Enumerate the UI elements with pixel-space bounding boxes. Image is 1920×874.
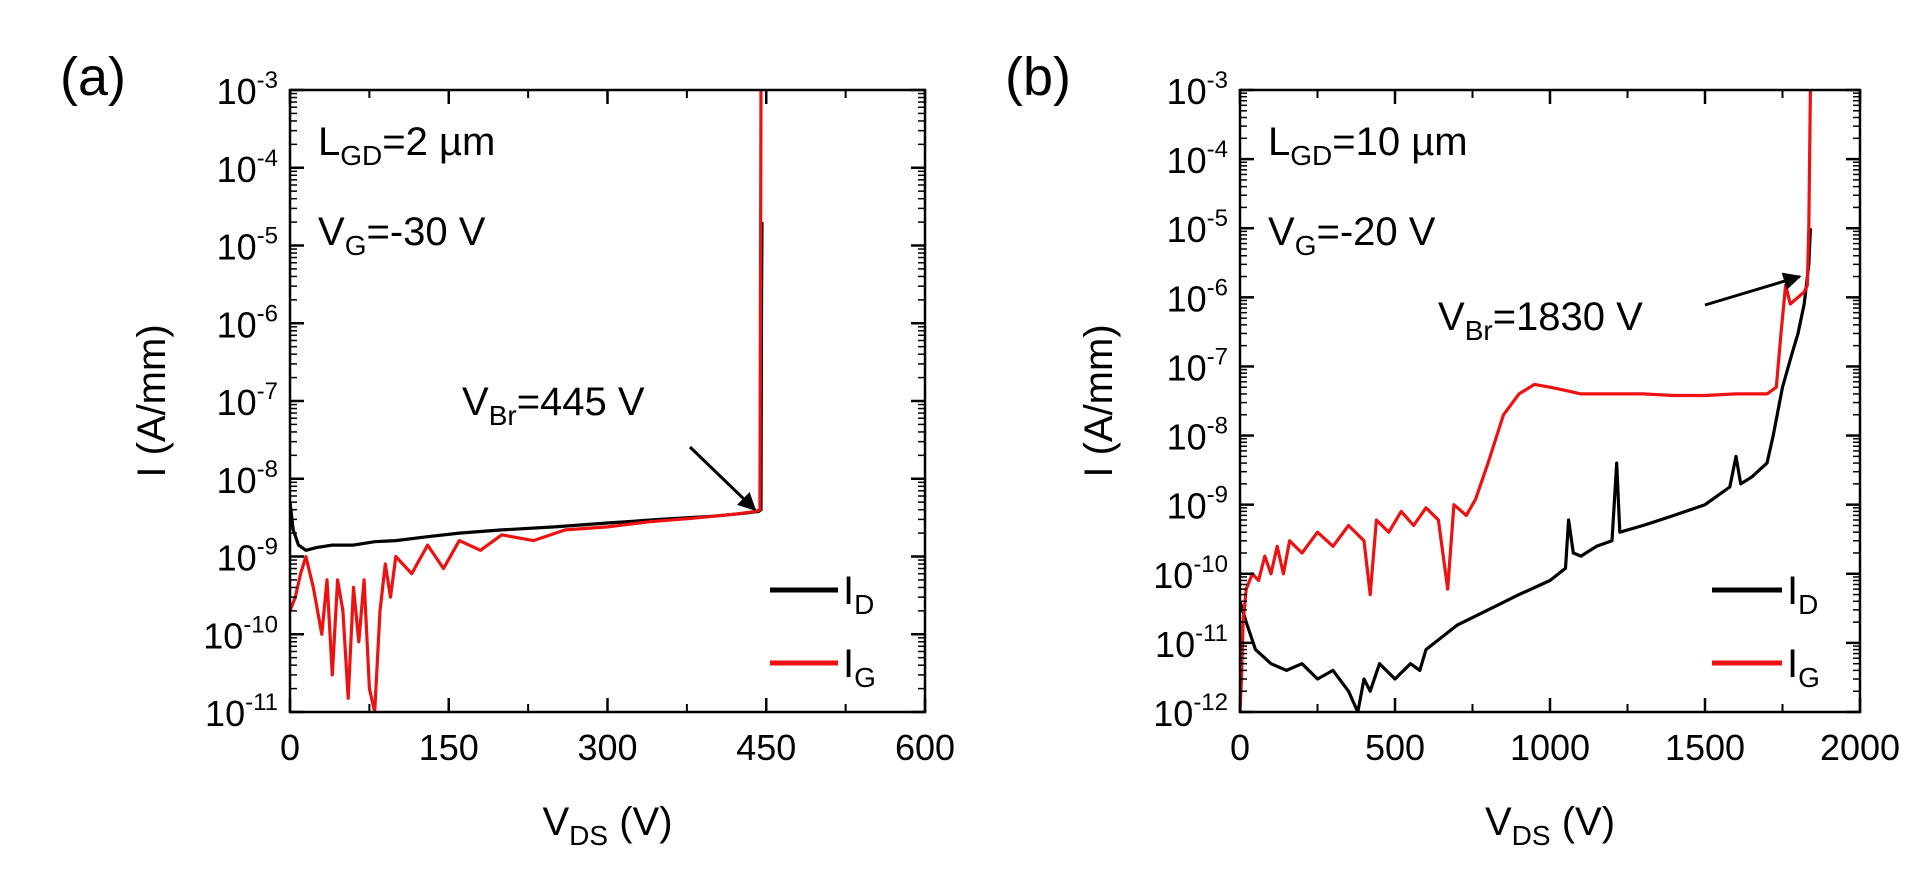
y-tick-label: 10-11 bbox=[1155, 620, 1228, 665]
y-tick-label: 10-7 bbox=[1167, 343, 1228, 388]
legend-label-ig: IG bbox=[1787, 642, 1820, 693]
x-tick-label: 600 bbox=[895, 727, 955, 768]
y-tick-label: 10-11 bbox=[205, 689, 278, 734]
panel-label: (b) bbox=[1005, 47, 1071, 107]
legend-label-id: ID bbox=[843, 569, 874, 620]
x-tick-label: 500 bbox=[1365, 727, 1425, 768]
y-tick-label: 10-6 bbox=[217, 300, 278, 345]
x-tick-label: 450 bbox=[736, 727, 796, 768]
annotation-vbr: VBr=445 V bbox=[462, 380, 645, 431]
legend-label-id: ID bbox=[1787, 569, 1818, 620]
annotation-lgd: LGD=2 µm bbox=[318, 120, 495, 171]
y-tick-label: 10-3 bbox=[217, 67, 278, 112]
x-tick-label: 150 bbox=[419, 727, 479, 768]
y-tick-label: 10-7 bbox=[217, 378, 278, 423]
x-tick-label: 1000 bbox=[1510, 727, 1590, 768]
y-tick-label: 10-10 bbox=[203, 611, 278, 656]
y-tick-label: 10-8 bbox=[1167, 413, 1228, 458]
legend-label-ig: IG bbox=[843, 642, 876, 693]
x-axis-title: VDS (V) bbox=[1485, 800, 1615, 851]
series-line-ig bbox=[290, 90, 763, 712]
chart-panel-a: (a) 0 150 300 450 600 10-11 10-10 10-9 10-8 10-7 10… bbox=[60, 47, 955, 851]
y-axis-title: I (A/mm) bbox=[130, 324, 174, 477]
annotation-vg: VG=-20 V bbox=[1268, 210, 1436, 261]
series-line-ig bbox=[1240, 90, 1812, 712]
series-line-id bbox=[1240, 228, 1812, 712]
legend: ID IG bbox=[770, 569, 876, 693]
y-axis-title: I (A/mm) bbox=[1077, 324, 1121, 477]
x-tick-label: 1500 bbox=[1665, 727, 1745, 768]
annotation-vbr: VBr=1830 V bbox=[1438, 295, 1643, 346]
breakdown-arrow bbox=[1704, 272, 1802, 307]
y-tick-label: 10-10 bbox=[1153, 551, 1228, 596]
legend: ID IG bbox=[1712, 569, 1820, 693]
annotation-vg: VG=-30 V bbox=[318, 210, 486, 261]
x-tick-label: 0 bbox=[280, 727, 300, 768]
annotation-lgd: LGD=10 µm bbox=[1268, 120, 1468, 171]
breakdown-arrow bbox=[688, 445, 757, 511]
y-tick-label: 10-8 bbox=[217, 456, 278, 501]
x-tick-label: 2000 bbox=[1820, 727, 1900, 768]
panel-label: (a) bbox=[60, 47, 126, 107]
y-tick-label: 10-3 bbox=[1167, 67, 1228, 112]
y-tick-label: 10-4 bbox=[1167, 136, 1228, 181]
y-tick-label: 10-12 bbox=[1153, 689, 1228, 734]
x-tick-label: 0 bbox=[1230, 727, 1250, 768]
y-tick-label: 10-9 bbox=[217, 534, 278, 579]
y-tick-label: 10-4 bbox=[217, 145, 278, 190]
y-tick-label: 10-9 bbox=[1167, 482, 1228, 527]
plot-frame bbox=[1238, 88, 1862, 714]
chart-panel-b: (b) 0 500 1000 1500 2000 10-12 10-11 10-10 10-9 10… bbox=[1005, 47, 1900, 851]
y-tick-label: 10-6 bbox=[1167, 274, 1228, 319]
x-tick-label: 300 bbox=[577, 727, 637, 768]
y-tick-label: 10-5 bbox=[1167, 205, 1228, 250]
x-axis-title: VDS (V) bbox=[542, 800, 672, 851]
series-group bbox=[1240, 90, 1812, 712]
series-group bbox=[290, 90, 764, 712]
y-tick-label: 10-5 bbox=[217, 223, 278, 268]
